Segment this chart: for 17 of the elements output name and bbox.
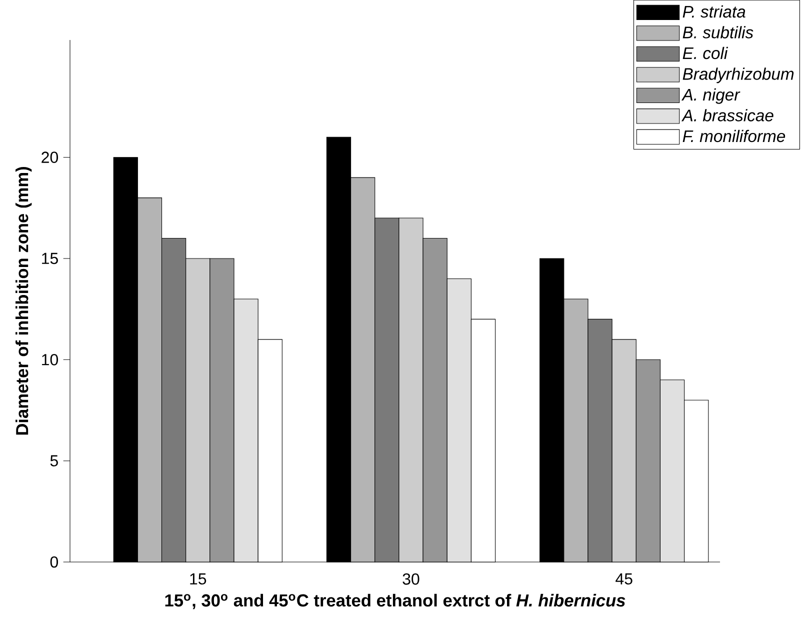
legend-label: B. subtilis [682,26,754,38]
y-tick-label: 5 [50,455,58,466]
y-tick-label: 0 [50,556,58,568]
x-tick-label: 30 [402,573,420,585]
x-tick-label: 15 [190,573,206,585]
y-axis-title: Diameter of inhibition zone (mm) [16,167,32,435]
y-tick-label: 20 [42,152,58,163]
y-tick-label: 15 [42,252,58,264]
legend-label: A. niger [681,88,740,104]
x-tick-label: 45 [616,573,632,585]
legend-label: E. coli [682,46,728,60]
legend-label: P. striata [682,5,746,18]
y-tick-label: 10 [42,354,58,366]
legend-label: Bradyrhizobum [682,68,794,84]
legend-label: A. brassicae [681,109,774,122]
legend-label: F. moniliforme [682,130,786,142]
x-axis-title: 15$^{o}$, 30$^{o}$ and 45$^{o}$C treated ethanol extrct of H. hibernicus [165,594,626,610]
